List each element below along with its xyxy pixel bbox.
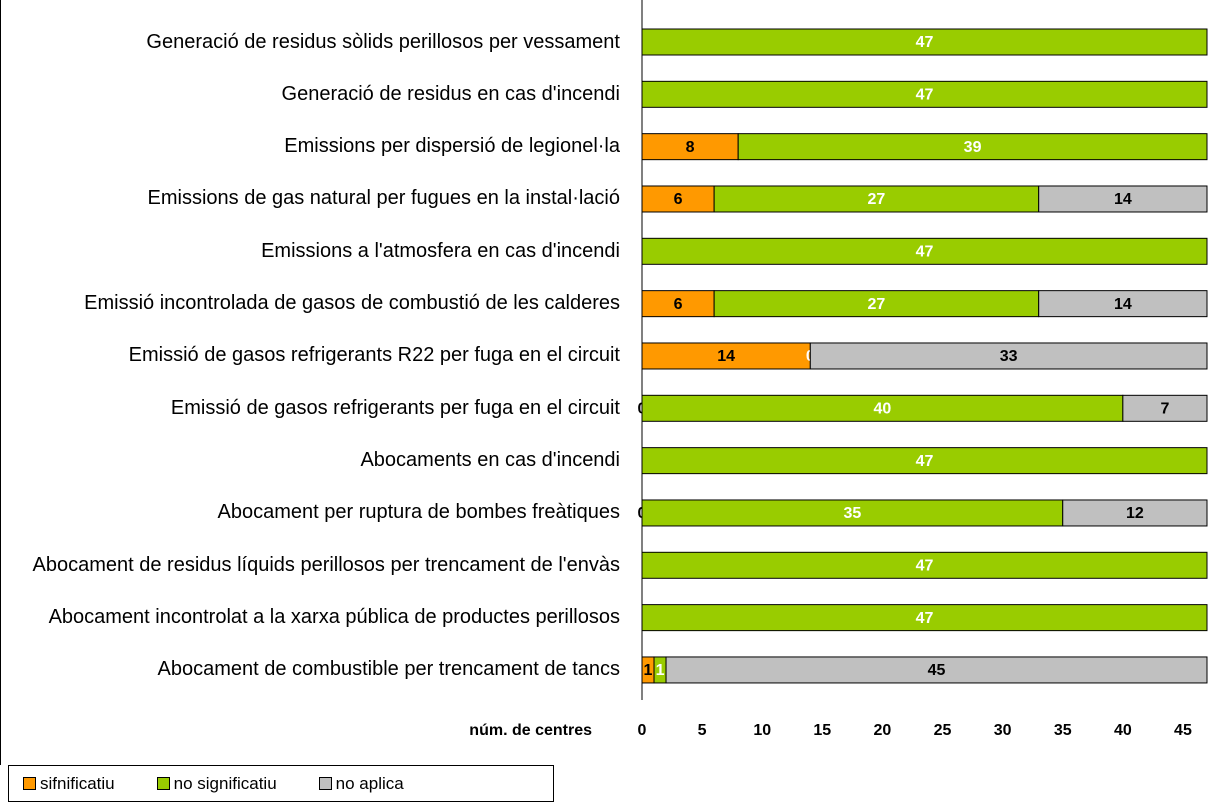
x-tick-label: 20 [874, 722, 892, 739]
legend-swatch [156, 777, 170, 790]
x-tick-label: 30 [994, 722, 1012, 739]
category-text: Emissió de gasos refrigerants R22 per fu… [128, 344, 620, 367]
bar-segment [641, 133, 739, 161]
category-text: Emissió de gasos refrigerants per fuga e… [170, 396, 620, 419]
bar-segment [641, 551, 1208, 579]
bar-segment [1038, 185, 1208, 213]
bar-segment [713, 290, 1040, 318]
legend-label: no significatiu [173, 773, 277, 793]
data-label: 1 [644, 662, 653, 679]
category-text: Abocament de combustible per trencament … [157, 658, 620, 681]
category-text: Abocament per ruptura de bombes freàtiqu… [217, 501, 620, 524]
legend-item: no aplica [318, 773, 404, 794]
data-label: 1 [656, 662, 665, 679]
data-label: 47 [916, 244, 934, 261]
bar-segment [641, 28, 1208, 56]
data-label: 33 [1000, 348, 1018, 365]
data-label: 14 [1114, 296, 1132, 313]
bar-segment [641, 604, 1208, 632]
category-text: Generació de residus en cas d'incendi [281, 82, 620, 105]
data-label: 6 [674, 191, 683, 208]
data-label: 47 [916, 558, 934, 575]
x-tick-label: 15 [813, 722, 831, 739]
data-label: 47 [916, 87, 934, 104]
category-text: Abocament de residus líquids perillosos … [32, 553, 620, 576]
x-tick-label: 45 [1174, 722, 1192, 739]
legend-item: no significatiu [156, 773, 277, 794]
data-label: 27 [868, 296, 886, 313]
data-label: 8 [686, 139, 695, 156]
bar-segment [641, 290, 715, 318]
bar-segment [1038, 290, 1208, 318]
data-label: 27 [868, 191, 886, 208]
data-label: 14 [1114, 191, 1132, 208]
bar-segment [641, 342, 811, 370]
x-axis-label: núm. de centres [469, 722, 592, 739]
data-label: 14 [717, 348, 735, 365]
category-text: Emissions a l'atmosfera en cas d'incendi [261, 239, 620, 262]
data-label: 39 [964, 139, 982, 156]
x-tick-label: 10 [753, 722, 771, 739]
bar-segment [641, 447, 1208, 475]
bar-segment [641, 185, 715, 213]
legend-label: sifnificatiu [40, 773, 115, 793]
data-label: 12 [1126, 505, 1144, 522]
x-tick-label: 35 [1054, 722, 1072, 739]
data-label: 47 [916, 34, 934, 51]
bar-segment [641, 237, 1208, 265]
bar-segment [641, 499, 1064, 527]
data-label: 6 [674, 296, 683, 313]
x-tick-label: 40 [1114, 722, 1132, 739]
x-tick-label: 5 [698, 722, 707, 739]
bar-segment [665, 656, 1208, 684]
category-text: Generació de residus sòlids perillosos p… [146, 30, 620, 53]
legend: sifnificatiu no significatiu no aplica [8, 765, 554, 802]
category-text: Abocaments en cas d'incendi [360, 449, 620, 472]
legend-swatch [318, 777, 332, 790]
category-text: Emissió incontrolada de gasos de combust… [84, 292, 620, 315]
data-label: 47 [916, 453, 934, 470]
bar-segment [737, 133, 1208, 161]
bar-segment [1122, 394, 1208, 422]
bar-segment [641, 394, 1124, 422]
bar-segment [1062, 499, 1208, 527]
bar-segment [809, 342, 1208, 370]
category-text: Abocament incontrolat a la xarxa pública… [48, 606, 620, 629]
bar-segment [713, 185, 1040, 213]
x-tick-label: 25 [934, 722, 952, 739]
data-label: 7 [1160, 401, 1169, 418]
data-label: 45 [928, 662, 946, 679]
category-text: Emissions per dispersió de legionel·la [284, 135, 620, 158]
bar-segment [641, 80, 1208, 108]
x-tick-label: 0 [638, 722, 647, 739]
legend-label: no aplica [335, 773, 404, 793]
data-label: 35 [843, 505, 861, 522]
data-label: 40 [874, 401, 892, 418]
legend-item: sifnificatiu [23, 774, 115, 794]
category-text: Emissions de gas natural per fugues en l… [147, 187, 620, 210]
legend-swatch [23, 777, 36, 790]
data-label: 47 [916, 610, 934, 627]
